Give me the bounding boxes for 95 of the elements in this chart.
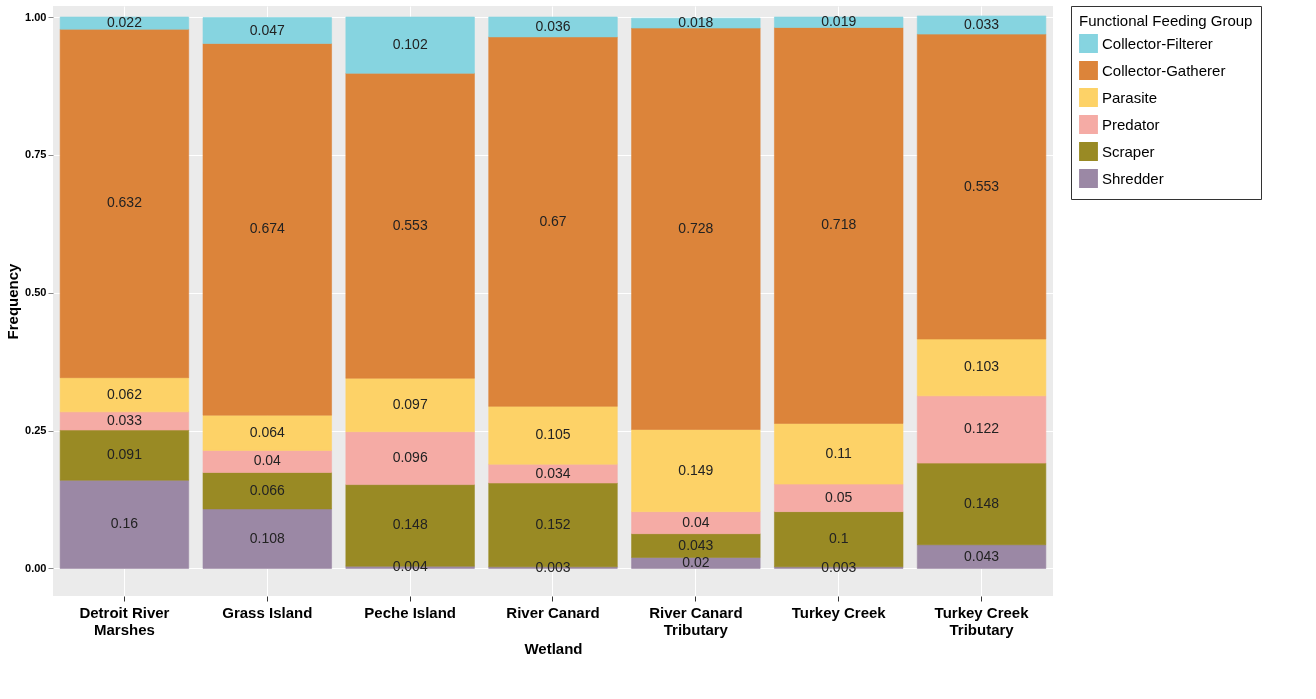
y-axis-title: Frequency [4,262,22,340]
bar [916,544,1047,569]
data-label: 0.05 [825,488,853,505]
bar [59,377,190,413]
bar [345,377,475,433]
bar [773,422,904,485]
y-tick-label: 0.50 [25,286,47,299]
legend-label: Scraper [1102,142,1155,160]
bar [488,36,618,407]
y-tick-label: 0.25 [25,424,47,437]
bar [345,16,475,74]
data-label: 0.108 [249,529,286,546]
data-label: 0.02 [682,553,710,570]
data-label: 0.043 [964,547,1000,564]
data-label: 0.102 [392,36,428,53]
bar [59,28,190,379]
y-tick-label: 1.00 [25,10,47,23]
data-label: 0.553 [392,216,428,233]
data-label: 0.064 [249,423,286,440]
bar [202,43,333,416]
data-label: 0.047 [249,21,286,38]
data-label: 0.149 [678,461,714,478]
bar [916,462,1047,546]
bar [202,508,333,569]
bar [488,405,618,465]
data-label: 0.632 [106,194,143,211]
x-tick-label: Turkey Creek [791,603,887,621]
bar [202,17,333,44]
x-axis-title: Wetland [524,639,583,657]
bar [59,16,190,30]
bar [916,15,1047,35]
data-label: 0.1 [828,530,849,547]
data-label: 0.105 [535,426,571,443]
x-tick-label: Peche Island [364,603,456,621]
bar [345,72,475,379]
y-tick-label: 0.75 [25,148,47,161]
data-label: 0.103 [964,358,1000,375]
data-label: 0.062 [106,385,143,402]
bar [202,471,333,510]
legend-label: Predator [1102,115,1160,133]
data-label: 0.553 [964,177,1000,194]
data-label: 0.022 [106,14,143,31]
data-label: 0.036 [535,17,571,34]
bar [631,511,761,535]
data-label: 0.04 [253,452,282,469]
legend-label: Parasite [1102,88,1158,106]
bar [345,431,475,486]
data-label: 0.018 [678,14,714,31]
bar [202,449,333,473]
data-label: 0.091 [106,446,143,463]
bar [59,479,190,569]
bar [916,338,1047,397]
data-label: 0.16 [110,515,139,532]
bar [773,483,904,513]
legend-label: Collector-Filterer [1102,34,1213,52]
data-label: 0.122 [964,420,1000,437]
data-label: 0.152 [535,515,571,532]
data-label: 0.728 [678,219,714,236]
bar [773,16,904,28]
data-label: 0.097 [392,395,428,412]
bar [916,395,1047,464]
data-label: 0.019 [821,13,857,30]
x-tick-label: Turkey Creek Tributary [934,603,1030,638]
bar [631,17,761,29]
bar [202,414,333,451]
bar [631,533,761,558]
bar [773,27,904,424]
bar [631,428,761,513]
x-tick-label: Detroit River Marshes [79,603,170,638]
data-label: 0.148 [392,516,428,533]
data-label: 0.033 [964,16,1000,33]
data-label: 0.066 [249,481,286,498]
data-label: 0.718 [821,216,857,233]
x-tick-label: River Canard [506,603,600,621]
data-label: 0.004 [392,558,428,575]
bar [59,411,190,431]
bar [488,16,618,38]
bar [916,33,1047,340]
data-label: 0.148 [964,494,1000,511]
data-label: 0.674 [249,220,286,237]
legend-title: Functional Feeding Group [1079,12,1253,29]
data-label: 0.043 [678,536,714,553]
x-tick-label: River Canard Tributary [649,603,743,638]
bar [59,429,190,481]
data-label: 0.04 [682,513,710,530]
x-tick-label: Grass Island [222,603,313,621]
data-label: 0.096 [392,449,428,466]
legend-label: Shredder [1102,169,1164,187]
bar [631,27,761,430]
data-label: 0.034 [535,464,571,481]
legend-label: Collector-Gatherer [1102,61,1226,79]
data-label: 0.67 [539,212,567,229]
data-label: 0.033 [106,411,143,428]
data-label: 0.11 [825,444,853,461]
y-tick-label: 0.00 [25,561,47,574]
